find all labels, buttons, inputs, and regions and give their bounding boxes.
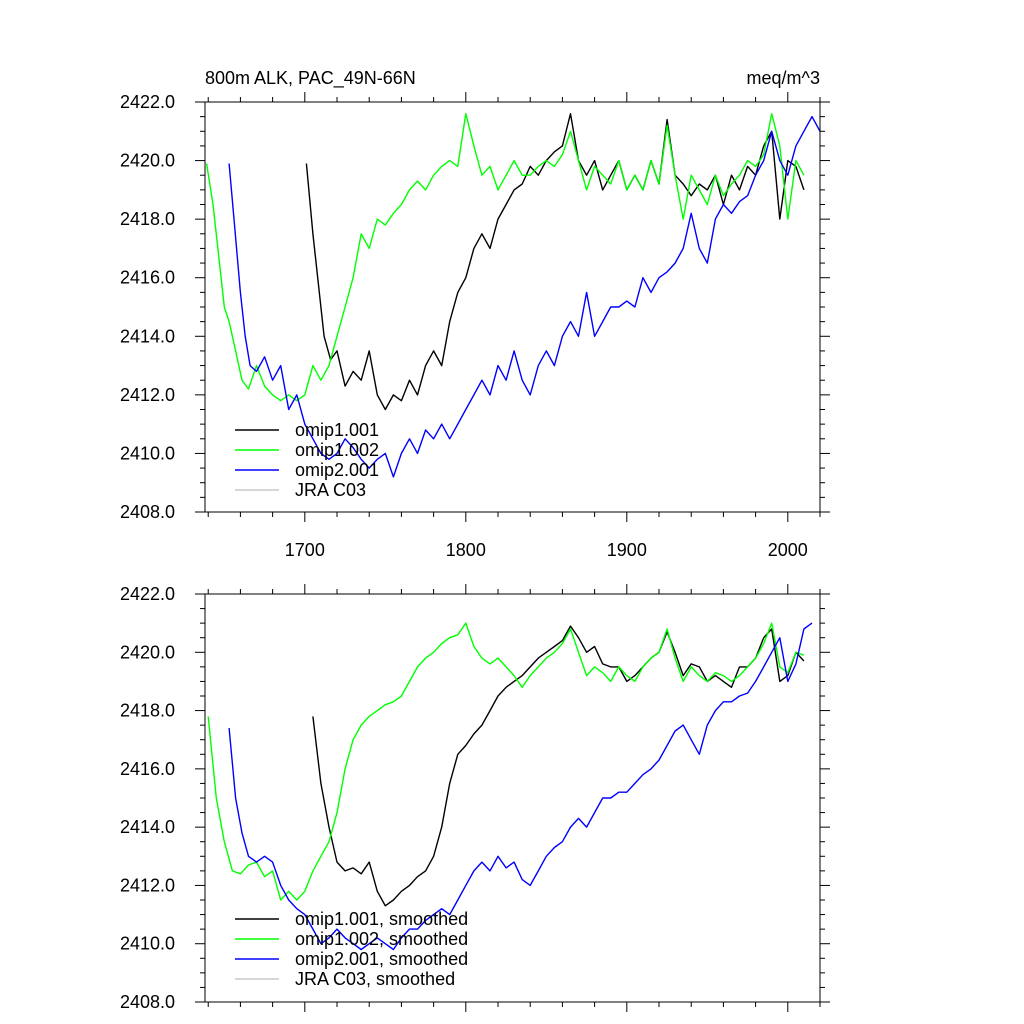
series-line-2 — [207, 622, 805, 901]
y-tick-label: 2418.0 — [120, 209, 175, 229]
series-line-3 — [228, 622, 813, 951]
chart-title: 800m ALK, PAC_49N-66N — [205, 68, 416, 89]
legend-label: omip2.001 — [295, 460, 379, 480]
y-tick-label: 2408.0 — [120, 992, 175, 1012]
series-line-3 — [228, 115, 820, 478]
series-line-2 — [205, 112, 805, 402]
bottom-panel: 2408.0 2410.0 2412.0 2414.0 2416.0 2418.0 2420… — [120, 584, 830, 1012]
y-tick-label: 2410.0 — [120, 934, 175, 954]
y-tick-label: 2422.0 — [120, 92, 175, 112]
legend-label: omip1.001 — [295, 420, 379, 440]
y-tick-label: 2414.0 — [120, 326, 175, 346]
units-label: meq/m^3 — [747, 68, 820, 88]
legend-label: JRA C03, smoothed — [295, 969, 455, 989]
x-tick-label: 2000 — [768, 540, 808, 560]
y-tick-label: 2412.0 — [120, 875, 175, 895]
y-tick-label: 2410.0 — [120, 443, 175, 463]
legend-label: omip1.001, smoothed — [295, 909, 468, 929]
legend-label: omip1.002, smoothed — [295, 929, 468, 949]
y-tick-label: 2422.0 — [120, 584, 175, 604]
y-tick-label: 2416.0 — [120, 268, 175, 288]
legend-label: JRA C03 — [295, 480, 366, 500]
y-tick-label: 2420.0 — [120, 151, 175, 171]
x-tick-label: 1700 — [285, 540, 325, 560]
x-tick-label: 1800 — [446, 540, 486, 560]
y-tick-label: 2418.0 — [120, 701, 175, 721]
x-tick-label: 1900 — [607, 540, 647, 560]
series-line-1 — [312, 625, 805, 907]
y-tick-label: 2420.0 — [120, 642, 175, 662]
top-panel: 800m ALK, PAC_49N-66N meq/m^3 2408.0 2410.0… — [120, 68, 830, 560]
series-line-1 — [305, 112, 805, 411]
y-tick-label: 2412.0 — [120, 385, 175, 405]
legend-label: omip1.002 — [295, 440, 379, 460]
y-tick-label: 2408.0 — [120, 502, 175, 522]
y-tick-label: 2416.0 — [120, 759, 175, 779]
legend-label: omip2.001, smoothed — [295, 949, 468, 969]
y-tick-label: 2414.0 — [120, 817, 175, 837]
